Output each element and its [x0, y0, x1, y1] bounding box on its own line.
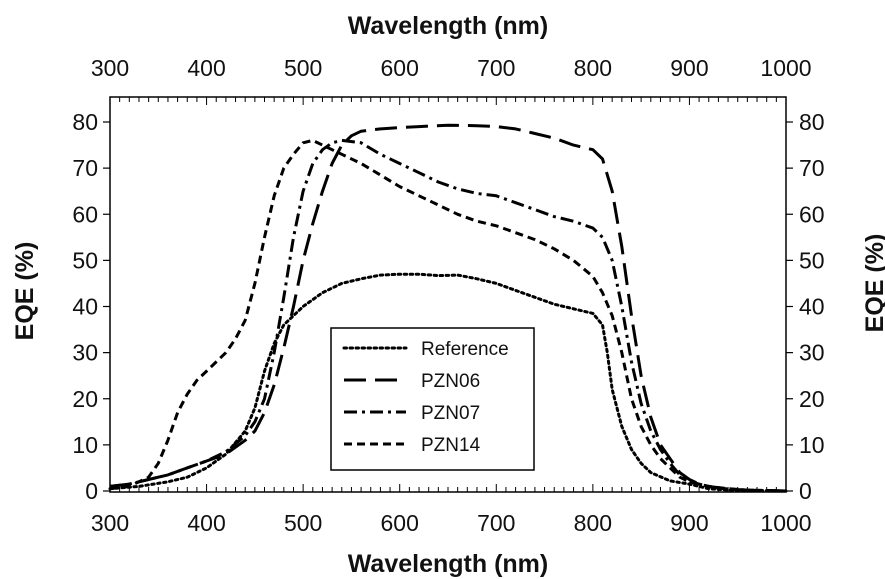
x-tick-label-bottom: 800 [574, 510, 612, 536]
y-tick-label-left: 60 [72, 201, 98, 227]
y-tick-label-left: 0 [85, 478, 98, 504]
legend: Reference PZN06 PZN07 PZN14 [331, 328, 534, 470]
y-tick-label-right: 50 [799, 247, 825, 273]
y-tick-label-left: 70 [72, 155, 98, 181]
x-tick-label-bottom: 300 [91, 510, 129, 536]
y-tick-label-right: 80 [799, 109, 825, 135]
y-tick-label-right: 0 [799, 478, 812, 504]
x-axis-title-top: Wavelength (nm) [348, 12, 548, 40]
x-tick-label-top: 700 [477, 55, 515, 81]
y-tick-label-right: 60 [799, 201, 825, 227]
x-tick-label-top: 600 [381, 55, 419, 81]
legend-label-reference: Reference [421, 339, 509, 360]
y-axis-title-left: EQE (%) [11, 242, 39, 341]
x-tick-label-bottom: 400 [187, 510, 225, 536]
y-tick-label-left: 10 [72, 432, 98, 458]
x-tick-label-top: 500 [284, 55, 322, 81]
y-tick-label-left: 30 [72, 340, 98, 366]
y-tick-label-right: 40 [799, 294, 825, 320]
x-axis-title-bottom: Wavelength (nm) [348, 550, 548, 578]
x-tick-label-top: 1000 [760, 55, 811, 81]
y-tick-label-right: 70 [799, 155, 825, 181]
x-tick-label-top: 300 [91, 55, 129, 81]
x-tick-label-bottom: 900 [670, 510, 708, 536]
y-tick-label-right: 10 [799, 432, 825, 458]
legend-label-pzn07: PZN07 [421, 403, 480, 424]
y-tick-label-right: 30 [799, 340, 825, 366]
x-tick-label-bottom: 600 [381, 510, 419, 536]
x-tick-label-bottom: 700 [477, 510, 515, 536]
legend-label-pzn06: PZN06 [421, 371, 480, 392]
x-tick-label-top: 900 [670, 55, 708, 81]
y-tick-label-left: 20 [72, 386, 98, 412]
y-axis-title-right: EQE (%) [861, 234, 885, 333]
y-tick-label-left: 40 [72, 294, 98, 320]
x-tick-label-bottom: 1000 [760, 510, 811, 536]
x-tick-label-bottom: 500 [284, 510, 322, 536]
y-tick-label-left: 80 [72, 109, 98, 135]
legend-label-pzn14: PZN14 [421, 435, 481, 456]
y-tick-label-right: 20 [799, 386, 825, 412]
x-tick-label-top: 400 [187, 55, 225, 81]
y-tick-label-left: 50 [72, 247, 98, 273]
x-tick-label-top: 800 [574, 55, 612, 81]
